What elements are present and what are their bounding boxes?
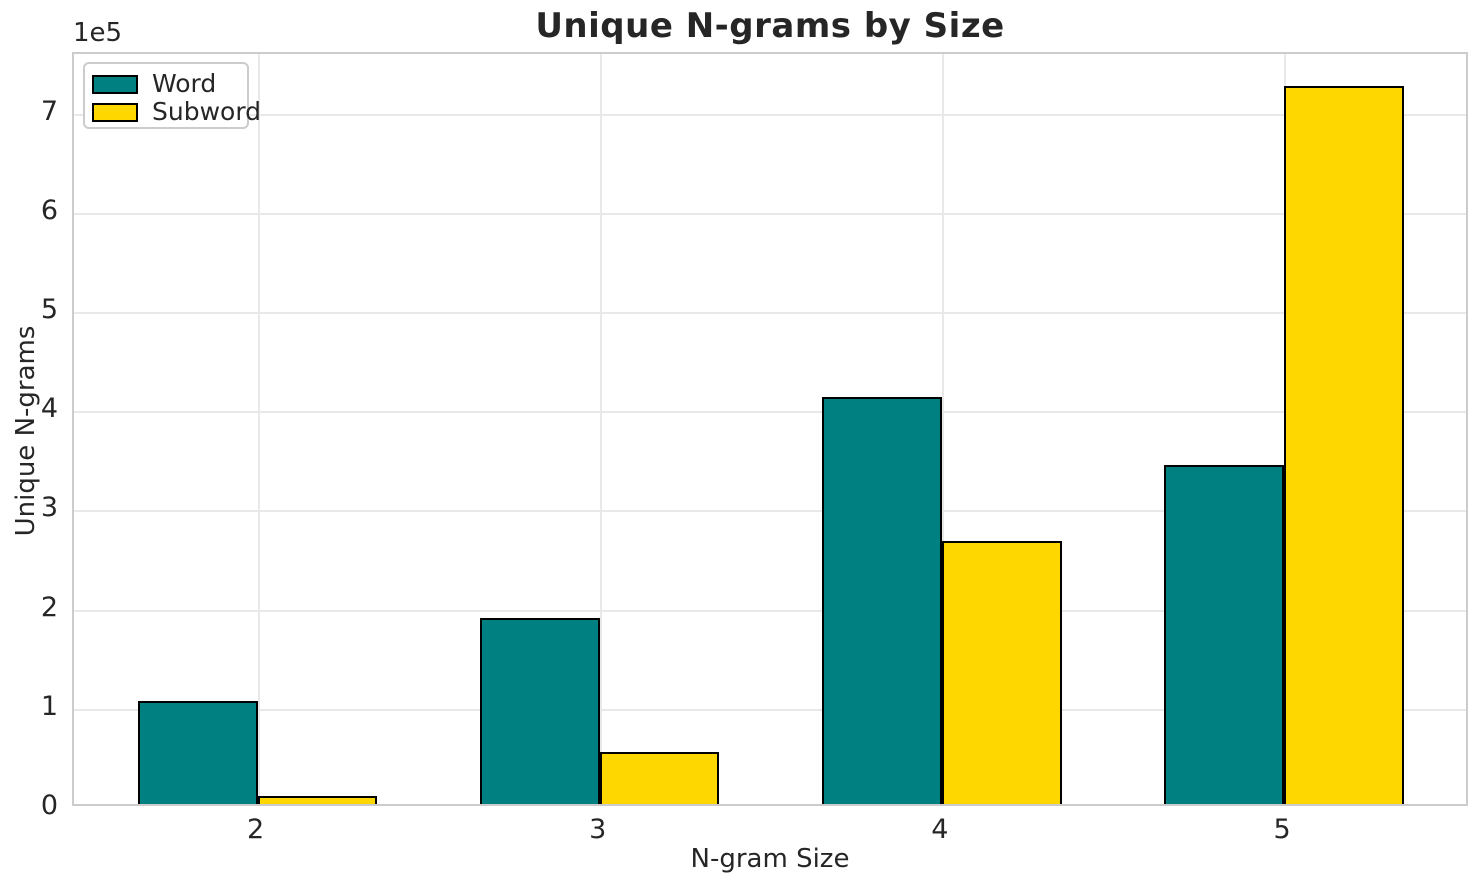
y-axis-label: Unique N-grams — [11, 325, 41, 537]
legend-swatch-word — [92, 74, 138, 94]
v-gridline — [257, 54, 260, 804]
h-gridline — [74, 311, 1466, 314]
plot-area — [72, 52, 1468, 806]
h-gridline — [74, 411, 1466, 414]
legend-swatch-subword — [92, 102, 138, 122]
legend-label-word: Word — [152, 69, 217, 98]
bar-subword-2 — [257, 796, 378, 804]
y-tick-label: 2 — [40, 591, 58, 623]
h-gridline — [74, 708, 1466, 711]
legend-item-subword: Subword — [92, 98, 261, 126]
h-gridline — [74, 510, 1466, 513]
x-tick-label: 5 — [1273, 814, 1291, 845]
y-tick-label: 0 — [40, 790, 58, 821]
bar-word-5 — [1164, 464, 1285, 804]
legend-item-word: Word — [92, 70, 237, 98]
v-gridline — [941, 54, 944, 804]
h-gridline — [74, 609, 1466, 612]
bar-word-2 — [137, 700, 258, 804]
y-tick-label: 4 — [40, 393, 58, 425]
x-axis-label: N-gram Size — [690, 844, 850, 874]
y-tick-label: 7 — [40, 95, 58, 127]
bar-word-4 — [822, 397, 942, 804]
y-tick-label: 6 — [40, 194, 58, 226]
bar-subword-4 — [941, 541, 1062, 804]
y-tick-label: 5 — [40, 293, 58, 325]
legend-label-subword: Subword — [152, 97, 262, 126]
y-tick-label: 1 — [40, 690, 58, 722]
x-tick-label: 4 — [931, 814, 949, 845]
bar-subword-5 — [1284, 85, 1404, 804]
x-tick-label: 2 — [246, 814, 265, 845]
y-tick-label: 3 — [40, 492, 58, 524]
x-tick-label: 3 — [589, 814, 607, 845]
bar-word-3 — [479, 618, 600, 804]
h-gridline — [74, 113, 1466, 116]
bar-subword-3 — [599, 752, 720, 804]
h-gridline — [74, 212, 1466, 215]
chart-title: Unique N-grams by Size — [535, 6, 1005, 46]
y-axis-offset-label: 1e5 — [73, 18, 123, 48]
v-gridline — [599, 54, 602, 804]
legend: Word Subword — [83, 62, 261, 129]
